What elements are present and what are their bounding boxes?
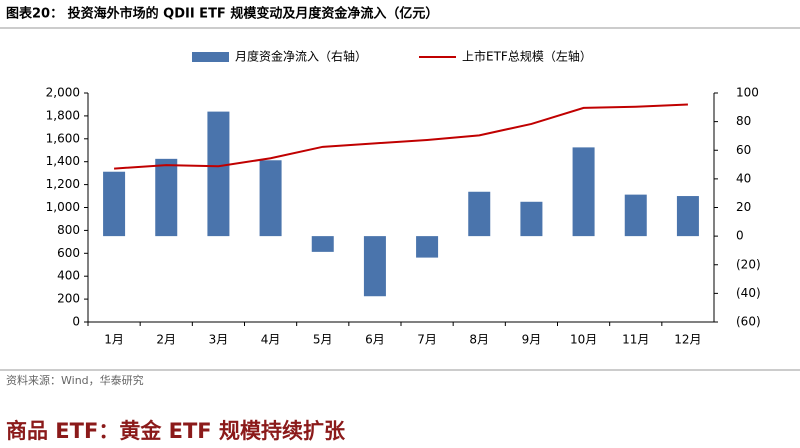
y2-tick-label: 100: [736, 86, 759, 100]
y2-tick-label: 80: [736, 114, 751, 128]
bar: [416, 236, 439, 258]
y-tick-label: 400: [57, 269, 80, 283]
y2-tick-label: (60): [736, 315, 761, 329]
x-tick-label: 12月: [674, 333, 701, 347]
x-tick-label: 3月: [209, 333, 229, 347]
y2-tick-label: 60: [736, 143, 751, 157]
y-tick-label: 2,000: [46, 86, 80, 100]
legend-label: 月度资金净流入（右轴）: [235, 49, 367, 64]
y-tick-label: 1,600: [46, 131, 80, 145]
x-tick-label: 11月: [622, 333, 649, 347]
source: 资料来源：Wind，华泰研究: [6, 373, 144, 387]
x-tick-label: 4月: [261, 333, 281, 347]
legend-label: 上市ETF总规模（左轴）: [462, 49, 592, 64]
section-title: 商品 ETF：黄金 ETF 规模持续扩张: [6, 419, 346, 443]
x-tick-label: 8月: [469, 333, 489, 347]
bar: [259, 160, 282, 237]
x-tick-label: 7月: [417, 333, 437, 347]
x-tick-label: 6月: [365, 333, 385, 347]
y-tick-label: 0: [72, 315, 80, 329]
bar: [572, 147, 595, 237]
y2-tick-label: (40): [736, 286, 761, 300]
y-tick-label: 1,200: [46, 177, 80, 191]
y2-tick-label: 20: [736, 200, 751, 214]
y-tick-label: 600: [57, 246, 80, 260]
chart-title: 图表20： 投资海外市场的 QDII ETF 规模变动及月度资金净流入（亿元）: [6, 6, 438, 22]
line: [114, 103, 688, 170]
bar: [624, 194, 647, 237]
x-tick-label: 10月: [570, 333, 597, 347]
y2-tick-label: (20): [736, 257, 761, 271]
bar: [207, 111, 230, 237]
y-tick-label: 1,400: [46, 154, 80, 168]
bar: [520, 201, 543, 237]
y-tick-label: 200: [57, 292, 80, 306]
bar: [676, 196, 699, 237]
y2-tick-label: 40: [736, 171, 751, 185]
y-tick-label: 800: [57, 223, 80, 237]
x-tick-label: 9月: [522, 333, 542, 347]
bar: [363, 236, 386, 297]
bar: [103, 171, 126, 237]
x-tick-label: 2月: [156, 333, 176, 347]
x-tick-label: 5月: [313, 333, 333, 347]
bar: [311, 236, 334, 252]
y-tick-label: 1,800: [46, 108, 80, 122]
y-tick-label: 1,000: [46, 200, 80, 214]
legend-swatch: [192, 52, 229, 62]
bar: [155, 158, 178, 237]
x-tick-label: 1月: [104, 333, 124, 347]
bar: [468, 191, 491, 237]
y2-tick-label: 0: [736, 229, 744, 243]
